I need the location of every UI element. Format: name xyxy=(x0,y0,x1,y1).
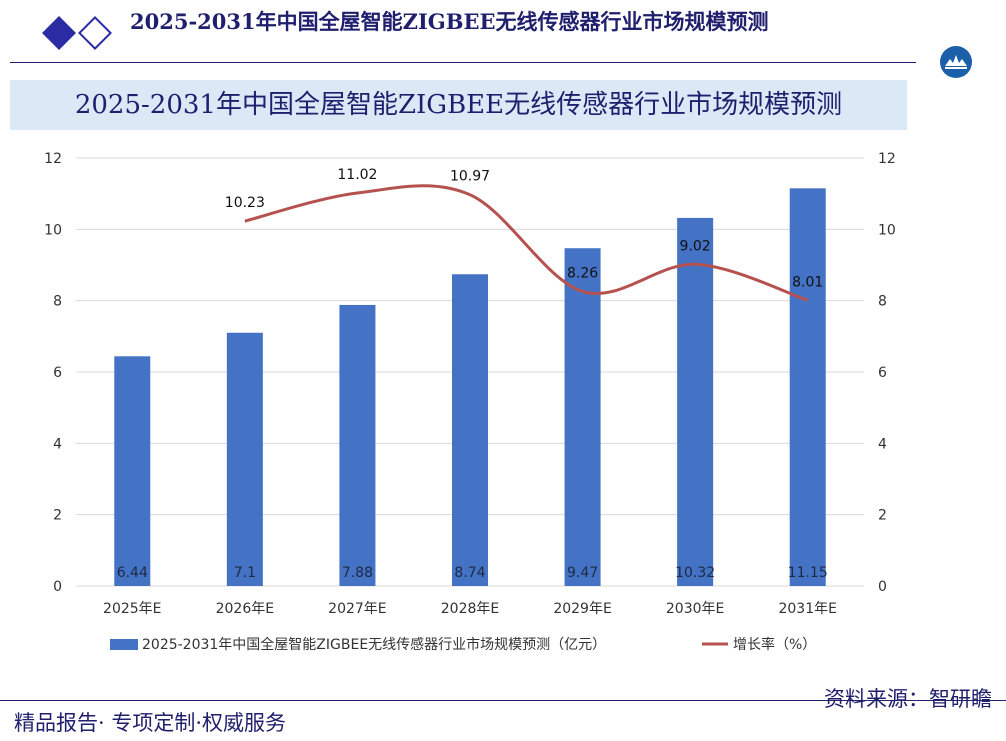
y2-axis-tick-label: 6 xyxy=(878,365,887,381)
header-divider xyxy=(10,62,916,63)
y2-axis-tick-label: 8 xyxy=(878,294,887,310)
bar xyxy=(226,332,263,586)
y2-axis-tick-label: 2 xyxy=(878,508,887,524)
bar xyxy=(339,304,376,586)
y-axis-tick-label: 8 xyxy=(53,294,62,310)
line-data-label: 11.02 xyxy=(337,167,377,183)
bar xyxy=(114,356,151,586)
header-title: 2025-2031年中国全屋智能ZIGBEE无线传感器行业市场规模预测 xyxy=(130,9,769,34)
chart-title: 2025-2031年中国全屋智能ZIGBEE无线传感器行业市场规模预测 xyxy=(74,90,843,120)
line-data-label: 10.23 xyxy=(225,195,265,211)
bar xyxy=(789,188,826,587)
line-data-label: 10.97 xyxy=(450,169,490,185)
bar xyxy=(452,274,488,586)
x-axis-tick-label: 2029年E xyxy=(553,601,611,617)
bar-data-label: 6.44 xyxy=(117,565,148,581)
company-logo-icon xyxy=(940,46,972,78)
x-axis-tick-label: 2031年E xyxy=(778,601,836,617)
y2-axis-tick-label: 0 xyxy=(878,579,887,595)
legend-line-label: 增长率（%） xyxy=(733,636,816,653)
y2-axis-tick-label: 10 xyxy=(878,222,896,238)
y-axis-tick-label: 2 xyxy=(53,508,62,524)
x-axis-tick-label: 2027年E xyxy=(328,601,386,617)
y2-axis-tick-label: 4 xyxy=(878,436,887,452)
y2-axis-tick-label: 12 xyxy=(878,151,896,167)
brand-diamond-filled-icon xyxy=(42,16,76,50)
x-axis-tick-label: 2028年E xyxy=(441,601,499,617)
footer-slogan: 精品报告· 专项定制·权威服务 xyxy=(14,711,287,735)
y-axis-tick-label: 4 xyxy=(53,436,62,452)
legend-bar-label: 2025-2031年中国全屋智能ZIGBEE无线传感器行业市场规模预测（亿元） xyxy=(142,636,606,653)
x-axis-tick-label: 2026年E xyxy=(216,601,274,617)
bar xyxy=(677,217,714,587)
bar-data-label: 7.1 xyxy=(234,565,256,581)
bar-data-label: 10.32 xyxy=(675,565,715,581)
bar-data-label: 8.74 xyxy=(454,565,485,581)
y-axis-tick-label: 10 xyxy=(44,222,62,238)
footer-divider xyxy=(0,700,1006,701)
legend-bar-swatch xyxy=(110,639,138,650)
growth-rate-line xyxy=(244,184,809,302)
combo-chart: 0 2 4 6 8 10 12 0 2 4 6 8 10 12 2025年E 2026年E 2027年E 2028… xyxy=(44,151,896,653)
y-axis-tick-label: 6 xyxy=(53,365,62,381)
bar xyxy=(564,248,601,586)
chart-title-band: 2025-2031年中国全屋智能ZIGBEE无线传感器行业市场规模预测 xyxy=(10,80,907,130)
brand-diamond-outline-icon xyxy=(78,16,112,50)
line-data-label: 9.02 xyxy=(680,238,711,254)
line-data-label: 8.26 xyxy=(567,265,598,281)
y-axis-tick-label: 12 xyxy=(44,151,62,167)
x-axis-tick-label: 2030年E xyxy=(666,601,724,617)
bar-data-label: 7.88 xyxy=(342,565,373,581)
x-axis-tick-label: 2025年E xyxy=(103,601,161,617)
source-note: 资料来源：智研瞻 xyxy=(824,687,992,711)
bar-data-label: 9.47 xyxy=(567,565,598,581)
y-axis-tick-label: 0 xyxy=(53,579,62,595)
line-data-label: 8.01 xyxy=(792,274,823,290)
bar-data-label: 11.15 xyxy=(788,565,828,581)
